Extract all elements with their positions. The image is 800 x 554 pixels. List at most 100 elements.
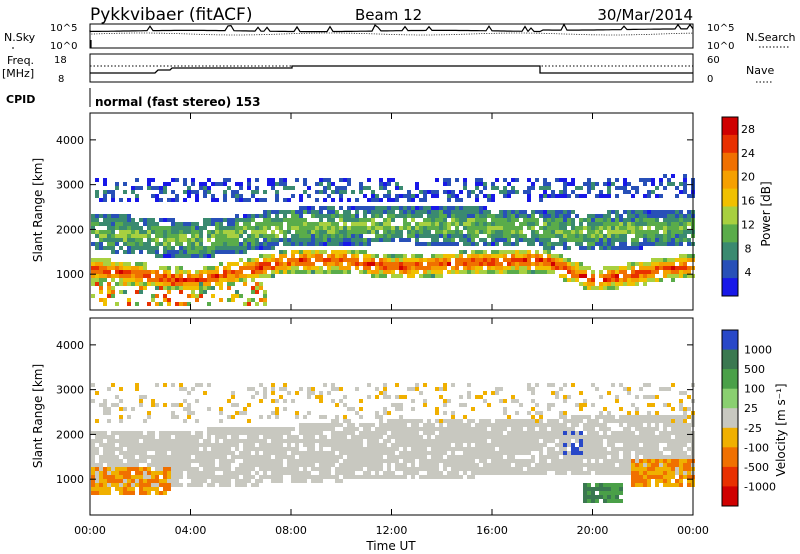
power-cell bbox=[135, 226, 139, 230]
power-cell bbox=[459, 222, 463, 226]
velocity-cell bbox=[635, 467, 639, 471]
power-cell bbox=[499, 190, 503, 194]
velocity-cell bbox=[367, 431, 371, 435]
power-cell bbox=[359, 190, 363, 194]
velocity-cell bbox=[299, 451, 303, 455]
velocity-cell bbox=[531, 443, 535, 447]
power-cell bbox=[451, 266, 455, 270]
velocity-cell bbox=[647, 439, 651, 443]
velocity-cell bbox=[123, 463, 127, 467]
power-cell bbox=[295, 258, 299, 262]
velocity-cell bbox=[383, 387, 387, 391]
velocity-cell bbox=[387, 455, 391, 459]
power-cell bbox=[107, 190, 111, 194]
power-cell bbox=[463, 250, 467, 254]
velocity-cell bbox=[535, 435, 539, 439]
power-cell bbox=[411, 198, 415, 202]
power-cell bbox=[667, 238, 671, 242]
power-cell bbox=[299, 234, 303, 238]
power-cell bbox=[287, 258, 291, 262]
power-cell bbox=[335, 234, 339, 238]
velocity-cell bbox=[503, 447, 507, 451]
power-cell bbox=[119, 246, 123, 250]
velocity-cell bbox=[207, 439, 211, 443]
velocity-cell bbox=[687, 463, 691, 467]
power-cell bbox=[159, 226, 163, 230]
velocity-cell bbox=[187, 447, 191, 451]
power-cell bbox=[619, 278, 623, 282]
power-cell bbox=[679, 254, 683, 258]
power-cell bbox=[435, 270, 439, 274]
velocity-cell bbox=[615, 435, 619, 439]
velocity-cell bbox=[407, 455, 411, 459]
power-cell bbox=[219, 226, 223, 230]
power-cell bbox=[487, 254, 491, 258]
power-cell bbox=[159, 278, 163, 282]
power-cell bbox=[243, 274, 247, 278]
power-cell bbox=[247, 186, 251, 190]
velocity-cell bbox=[375, 455, 379, 459]
velocity-cell bbox=[675, 467, 679, 471]
velocity-cell bbox=[335, 431, 339, 435]
velocity-cell bbox=[403, 435, 407, 439]
velocity-cell bbox=[259, 443, 263, 447]
power-cell bbox=[371, 218, 375, 222]
power-cell bbox=[435, 214, 439, 218]
velocity-cell bbox=[187, 471, 191, 475]
velocity-cell bbox=[411, 467, 415, 471]
velocity-cell bbox=[115, 463, 119, 467]
power-cell bbox=[267, 238, 271, 242]
velocity-cell bbox=[319, 447, 323, 451]
velocity-cell bbox=[339, 479, 343, 483]
power-cell bbox=[363, 218, 367, 222]
velocity-cell bbox=[599, 451, 603, 455]
power-cell bbox=[407, 198, 411, 202]
power-cell bbox=[199, 242, 203, 246]
power-cell bbox=[595, 230, 599, 234]
power-cell bbox=[279, 266, 283, 270]
velocity-cell bbox=[687, 439, 691, 443]
velocity-cell bbox=[191, 447, 195, 451]
velocity-cell bbox=[395, 463, 399, 467]
power-cell bbox=[307, 250, 311, 254]
power-cell bbox=[343, 234, 347, 238]
power-cell bbox=[499, 270, 503, 274]
power-cell bbox=[495, 242, 499, 246]
power-cell bbox=[639, 222, 643, 226]
power-cell bbox=[231, 274, 235, 278]
velocity-cell bbox=[407, 459, 411, 463]
velocity-cell bbox=[503, 463, 507, 467]
power-cell bbox=[111, 218, 115, 222]
power-cell bbox=[139, 238, 143, 242]
power-cell bbox=[507, 250, 511, 254]
velocity-cell bbox=[383, 471, 387, 475]
power-cell bbox=[503, 250, 507, 254]
velocity-cell bbox=[271, 447, 275, 451]
power-cell bbox=[527, 250, 531, 254]
power-cell bbox=[215, 234, 219, 238]
power-cell bbox=[675, 218, 679, 222]
power-cell bbox=[319, 182, 323, 186]
power-cell bbox=[167, 250, 171, 254]
velocity-cell bbox=[319, 463, 323, 467]
power-cell bbox=[551, 210, 555, 214]
velocity-cell bbox=[667, 423, 671, 427]
power-cell bbox=[131, 190, 135, 194]
power-cell bbox=[227, 246, 231, 250]
power-cell bbox=[111, 290, 115, 294]
power-cell bbox=[623, 210, 627, 214]
power-cell bbox=[475, 182, 479, 186]
velocity-cell bbox=[603, 407, 607, 411]
velocity-cell bbox=[203, 459, 207, 463]
velocity-cell bbox=[559, 423, 563, 427]
velocity-cell bbox=[227, 467, 231, 471]
velocity-cell bbox=[131, 475, 135, 479]
velocity-cell bbox=[551, 459, 555, 463]
power-cell bbox=[299, 262, 303, 266]
power-cell bbox=[159, 190, 163, 194]
power-cell bbox=[555, 254, 559, 258]
velocity-cell bbox=[171, 443, 175, 447]
velocity-cell bbox=[619, 439, 623, 443]
velocity-cell bbox=[231, 431, 235, 435]
velocity-cell bbox=[591, 403, 595, 407]
